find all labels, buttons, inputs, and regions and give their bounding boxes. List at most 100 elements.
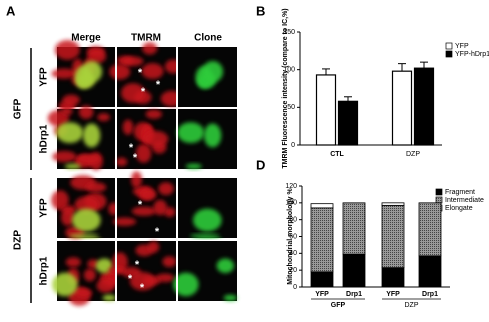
green-cell (223, 294, 238, 301)
red-cell (142, 42, 158, 55)
red-cell (96, 278, 115, 293)
cells (115, 109, 169, 167)
y-tick-label: 40 (289, 250, 297, 257)
red-cell (143, 130, 169, 147)
legend-label: Intermediate (445, 197, 484, 204)
column-header: Merge (71, 33, 101, 44)
y-tick-label: 50 (287, 104, 295, 111)
green-cell (203, 123, 222, 148)
green-cell (202, 60, 224, 83)
row-label: hDrp1 (39, 256, 50, 285)
legend-label: YFP (455, 43, 469, 50)
red-cell (147, 241, 160, 253)
panel-label: B (256, 3, 265, 18)
red-cell (131, 171, 142, 189)
bar-segment (310, 271, 334, 288)
cells (109, 42, 183, 107)
cells (112, 171, 176, 226)
bar-segment (310, 207, 334, 273)
green-cell (64, 163, 81, 169)
group-label: GFP (331, 302, 346, 309)
y-tick-label: 60 (289, 233, 297, 240)
red-cell (74, 196, 99, 213)
green-cell (185, 163, 202, 169)
y-tick-label: 120 (285, 183, 297, 190)
red-cell (141, 63, 164, 80)
red-cell (108, 266, 126, 275)
red-cell (65, 257, 81, 268)
red-cell (97, 113, 110, 122)
cells (173, 258, 238, 301)
asterisk: * (140, 282, 145, 294)
green-cell (56, 122, 84, 144)
column-header: TMRM (131, 33, 161, 44)
asterisk: * (133, 152, 138, 164)
red-cell (85, 182, 107, 193)
green-cell (52, 272, 78, 297)
bar-segment (381, 267, 405, 288)
bar-segment (342, 253, 366, 288)
red-cell (140, 189, 157, 201)
x-tick-label: YFP (315, 291, 329, 298)
micrographs (47, 40, 238, 306)
legend-label: Fragment (445, 189, 475, 196)
x-tick-label: DZP (406, 151, 420, 158)
red-cell (135, 143, 152, 163)
legend-label: YFP-hDrp1 (455, 51, 489, 58)
bar-segment (310, 203, 334, 209)
green-cell (177, 122, 205, 144)
green-cell (81, 60, 103, 83)
asterisk: * (156, 79, 161, 91)
red-cell (122, 119, 134, 135)
green-cell (72, 208, 101, 232)
y-tick-label: 0 (293, 284, 297, 291)
red-cell (112, 217, 137, 226)
bar (391, 70, 413, 146)
bar-segment (381, 204, 405, 269)
x-tick-label: CTL (330, 151, 344, 158)
asterisk: * (129, 142, 134, 154)
group-label: GFP (13, 98, 24, 119)
red-cell (162, 256, 177, 268)
red-cell (164, 207, 176, 218)
cells (177, 122, 222, 169)
red-cell (62, 94, 80, 106)
row-label: YFP (39, 198, 50, 218)
red-cell (129, 271, 156, 291)
cells (47, 105, 110, 171)
panel-label: A (6, 3, 16, 18)
bar (315, 74, 337, 146)
y-axis-label: Mitochondrial morphology % (287, 188, 294, 285)
y-tick-label: 0 (291, 142, 295, 149)
green-cell (197, 236, 224, 238)
y-tick-label: 20 (289, 267, 297, 274)
asterisk: * (128, 273, 133, 285)
y-axis-label: TMRM Fluorescence intensity (compare to … (282, 8, 289, 168)
cells (189, 208, 224, 239)
bar (337, 100, 359, 146)
red-cell (83, 268, 96, 282)
group-label: DZP (405, 302, 419, 309)
asterisk: * (141, 86, 146, 98)
panel-label: D (256, 157, 265, 172)
legend-swatch (445, 42, 453, 50)
green-cell (102, 294, 116, 301)
y-tick-label: 100 (283, 67, 295, 74)
legend-label: Elongate (445, 205, 473, 212)
red-cell (54, 40, 80, 60)
green-cell (82, 123, 101, 148)
x-tick-label: Drp1 (346, 291, 362, 298)
x-tick-label: Drp1 (422, 291, 438, 298)
green-cell (76, 236, 103, 238)
legend-swatch (435, 188, 443, 196)
green-cell (173, 272, 199, 297)
bar (413, 67, 435, 146)
cells (51, 175, 119, 239)
cells (195, 60, 224, 89)
column-header: Clone (194, 33, 222, 44)
red-cell (51, 190, 69, 211)
green-cell (216, 258, 235, 273)
x-tick-label: YFP (386, 291, 400, 298)
red-cell (115, 157, 128, 167)
